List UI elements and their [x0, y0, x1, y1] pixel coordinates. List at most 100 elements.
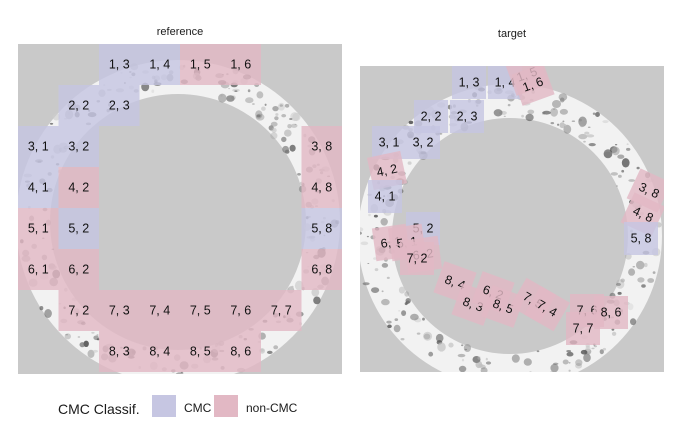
legend: CMC Classif. CMC non-CMC: [0, 395, 700, 423]
target-cell-8-label: 4, 2: [375, 161, 398, 179]
reference-cell-22: 7, 6: [220, 290, 261, 331]
target-cell-0-label: 1, 3: [459, 76, 480, 90]
reference-ring-speckle: [245, 97, 254, 104]
reference-ring-speckle: [290, 112, 300, 122]
target-ring-speckle: [398, 286, 406, 294]
reference-ring-speckle: [279, 104, 283, 107]
target-ring-speckle: [373, 214, 378, 218]
target-ring-speckle: [562, 120, 565, 123]
reference-cell-6: 3, 1: [18, 126, 59, 167]
target-svg: 1, 31, 41, 51, 62, 22, 33, 13, 24, 24, 1…: [360, 66, 664, 372]
target-ring-speckle: [407, 161, 412, 165]
reference-ring-speckle: [270, 121, 278, 127]
target-ring-speckle: [367, 263, 370, 264]
target-ring-speckle: [575, 363, 583, 369]
target-cell-23-rect: [524, 285, 570, 332]
reference-cell-26-rect: [180, 331, 221, 372]
target-ring-speckle: [617, 291, 622, 295]
reference-svg: 1, 3 1, 4 1, 5 1, 6 2, 2 2, 3 3, 1 3, 2 3, 8 4, 1…: [18, 44, 342, 374]
reference-cell-16-label: 6, 2: [68, 263, 89, 277]
target-ring-speckle: [381, 298, 390, 306]
target-ring-speckle: [621, 169, 625, 173]
target-ring-speckle: [637, 277, 645, 283]
target-ring-speckle: [394, 318, 399, 321]
target-cell-9: 4, 1: [368, 180, 402, 213]
reference-ring-speckle: [284, 103, 290, 108]
target-cell-17: 7, 2: [400, 242, 434, 275]
reference-ring-speckle: [255, 113, 265, 121]
legend-label-non-cmc: non-CMC: [246, 401, 298, 415]
reference-ring-speckle: [282, 145, 289, 153]
reference-cell-4-rect: [58, 85, 99, 126]
reference-ring-speckle: [87, 349, 95, 358]
reference-cell-3-label: 1, 6: [230, 58, 251, 72]
target-cell-4-label: 2, 2: [421, 110, 442, 124]
reference-cell-25: 8, 4: [139, 331, 180, 372]
reference-cell-20: 7, 4: [139, 290, 180, 331]
target-cell-6-label: 3, 1: [379, 136, 400, 150]
target-cell-12-label: 5, 8: [631, 232, 652, 246]
reference-ring-speckle: [49, 122, 54, 125]
target-ring-speckle: [566, 350, 572, 353]
reference-ring-speckle: [289, 118, 293, 120]
target-ring-speckle: [521, 114, 524, 118]
reference-cell-16-rect: [58, 249, 99, 290]
reference-ring-speckle: [275, 113, 279, 116]
reference-cell-10-rect: [58, 167, 99, 208]
reference-ring-speckle: [91, 331, 95, 334]
reference-cell-22-rect: [220, 290, 261, 331]
reference-cell-24: 8, 3: [99, 331, 140, 372]
reference-ring-speckle: [79, 342, 86, 348]
reference-cell-9-rect: [18, 167, 59, 208]
target-ring-speckle: [559, 122, 565, 129]
reference-cell-3-rect: [220, 44, 261, 85]
target-ring-speckle: [602, 347, 607, 351]
reference-cell-7-label: 3, 2: [68, 140, 89, 154]
target-ring-speckle: [620, 278, 625, 283]
target-ring-speckle: [408, 120, 414, 125]
target-ring-speckle: [386, 320, 392, 324]
reference-ring-speckle: [288, 286, 294, 291]
target-ring-speckle: [627, 303, 634, 311]
reference-cell-26-label: 8, 5: [190, 345, 211, 359]
reference-ring-speckle: [281, 136, 287, 143]
target-cell-7: 3, 2: [406, 126, 440, 159]
target-cell-17-rect: [400, 242, 434, 275]
target-ring-speckle: [527, 109, 535, 115]
reference-cell-6-rect: [18, 126, 59, 167]
target-ring-speckle: [423, 331, 433, 341]
target-ring-speckle: [563, 124, 572, 134]
reference-ring-speckle: [289, 144, 296, 152]
reference-cell-18-label: 7, 2: [68, 304, 89, 318]
reference-ring-speckle: [297, 173, 301, 176]
reference-ring-speckle: [268, 125, 274, 131]
reference-cell-22-label: 7, 6: [230, 304, 251, 318]
target-cell-12: 5, 8: [624, 222, 658, 255]
reference-ring-speckle: [151, 89, 155, 93]
reference-ring-speckle: [96, 334, 99, 336]
reference-ring-speckle: [273, 345, 279, 350]
target-ring-speckle: [602, 120, 609, 124]
target-ring-speckle: [404, 291, 410, 297]
legend-title: CMC Classif.: [58, 401, 140, 417]
reference-cell-18-rect: [58, 290, 99, 331]
target-ring-speckle: [586, 134, 595, 138]
reference-cell-6-label: 3, 1: [28, 140, 49, 154]
target-ring-speckle: [393, 324, 401, 333]
reference-cell-12-label: 5, 1: [28, 222, 49, 236]
target-ring-speckle: [381, 290, 384, 293]
target-ring-speckle: [641, 284, 646, 288]
target-ring-speckle: [485, 357, 488, 361]
reference-cell-2: 1, 5: [180, 44, 221, 85]
reference-plot-area: 1, 3 1, 4 1, 5 1, 6 2, 2 2, 3 3, 1 3, 2 3, 8 4, 1…: [18, 44, 342, 374]
reference-cell-14-label: 5, 8: [311, 222, 332, 236]
target-ring-speckle: [493, 109, 503, 117]
reference-ring-speckle: [281, 114, 287, 118]
reference-cell-25-rect: [139, 331, 180, 372]
reference-ring-speckle: [252, 103, 255, 105]
reference-cell-14-rect: [301, 208, 342, 249]
target-ring-speckle: [643, 262, 648, 268]
target-ring-speckle: [566, 351, 574, 357]
target-ring-speckle: [579, 124, 584, 128]
reference-cell-1-rect: [139, 44, 180, 85]
